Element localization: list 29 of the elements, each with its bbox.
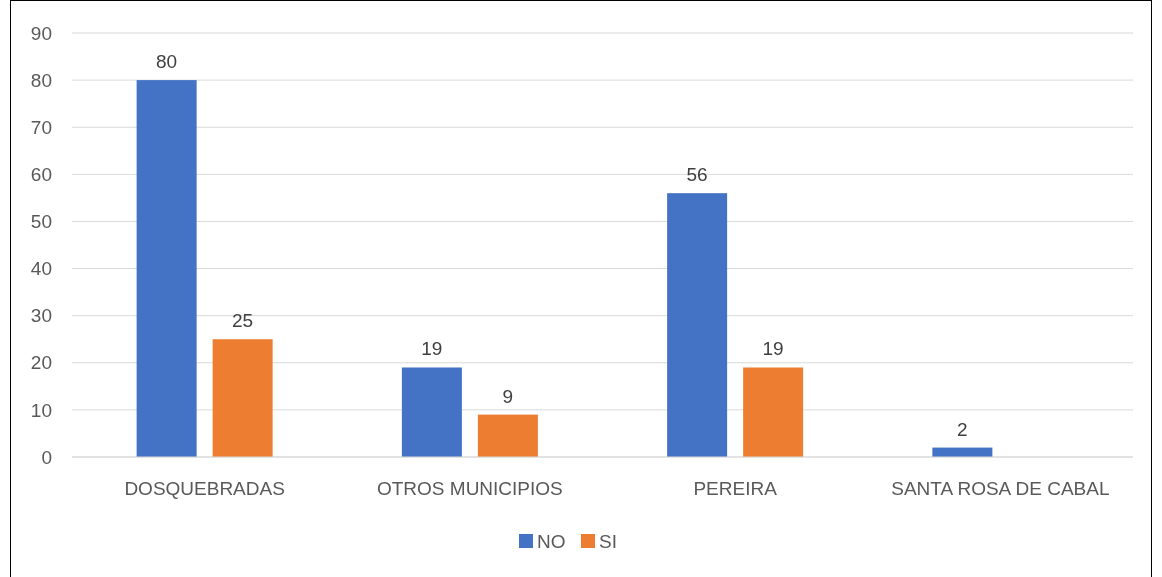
bar [477, 414, 538, 457]
bar [212, 339, 273, 457]
legend-label: NO [537, 530, 566, 552]
bar [136, 80, 197, 457]
data-label: 9 [502, 385, 514, 407]
y-tick-label: 50 [30, 211, 52, 233]
data-label: 19 [421, 338, 443, 360]
x-tick-label: PEREIRA [693, 478, 778, 499]
y-tick-label: 30 [30, 305, 52, 327]
data-label: 19 [762, 338, 784, 360]
y-tick-label: 70 [30, 116, 52, 138]
bar [743, 367, 804, 457]
data-label: 56 [686, 164, 708, 186]
x-tick-label: SANTA ROSA DE CABAL [891, 478, 1110, 499]
data-label: 2 [957, 418, 968, 440]
legend-label: SI [599, 530, 617, 552]
y-tick-label: 80 [30, 69, 52, 91]
x-tick-label: DOSQUEBRADAS [124, 478, 285, 499]
y-tick-label: 90 [30, 22, 52, 44]
y-tick-label: 20 [30, 352, 52, 374]
y-tick-label: 40 [30, 258, 52, 280]
bar [401, 367, 462, 457]
y-tick-label: 10 [30, 399, 52, 421]
y-tick-label: 60 [30, 163, 52, 185]
x-tick-label: OTROS MUNICIPIOS [376, 478, 563, 499]
bar [667, 193, 728, 457]
data-label: 25 [232, 310, 254, 332]
data-label: 80 [156, 51, 178, 73]
y-tick-label: 0 [41, 446, 52, 468]
